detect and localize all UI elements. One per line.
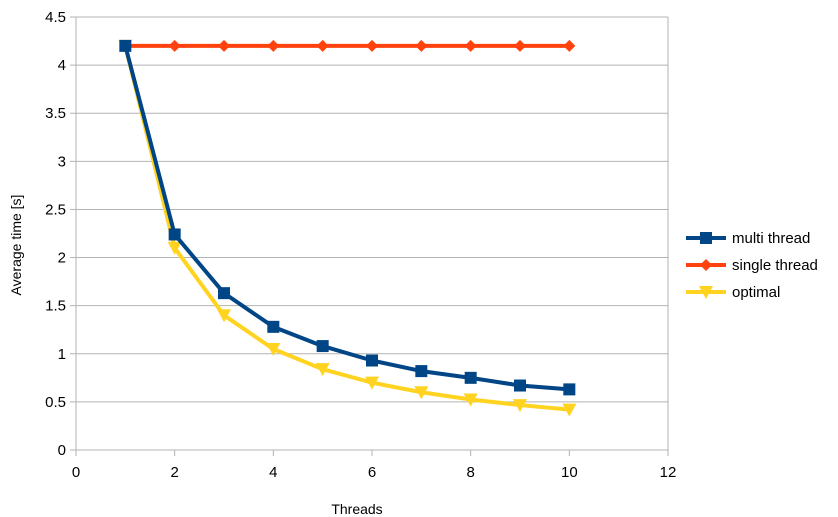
data-point-multi-thread: [168, 228, 181, 241]
legend-marker: [700, 232, 712, 244]
x-tick-label: 4: [269, 464, 277, 481]
data-point-single-thread: [267, 39, 280, 52]
data-point-single-thread: [316, 39, 329, 52]
y-tick-label: 2: [58, 250, 66, 267]
y-tick-label: 3: [58, 153, 66, 170]
y-tick-label: 1.5: [45, 298, 66, 315]
data-point-single-thread: [464, 39, 477, 52]
data-point-optimal: [217, 309, 231, 323]
x-tick-label: 8: [466, 464, 474, 481]
data-point-optimal: [266, 342, 281, 356]
series-multi-thread: [119, 39, 576, 396]
legend-label: single thread: [732, 257, 818, 274]
data-point-single-thread: [366, 39, 378, 52]
series-line-optimal: [123, 45, 570, 412]
data-point-single-thread: [218, 39, 230, 52]
x-tick-labels: 0 2 4 6 8 10 12: [72, 464, 677, 481]
y-axis-title: Average time [s]: [8, 195, 24, 296]
data-point-optimal: [315, 363, 330, 377]
legend-item-multi-thread: multi thread: [686, 230, 810, 247]
y-tick-label: 0: [58, 442, 66, 459]
data-point-optimal: [365, 376, 379, 390]
data-point-multi-thread: [563, 383, 576, 396]
data-point-multi-thread: [316, 340, 329, 353]
data-point-single-thread: [168, 39, 181, 52]
y-tick-labels: 0 0.5 1 1.5 2 2.5 3 3.5 4 4.5: [45, 9, 66, 459]
axes: [70, 16, 669, 456]
series-group: [118, 39, 577, 417]
x-tick-label: 12: [660, 464, 677, 481]
x-tick-label: 0: [72, 464, 80, 481]
y-tick-label: 1: [58, 346, 66, 363]
y-tick-label: 2.5: [45, 201, 66, 218]
series-single-thread: [119, 39, 576, 52]
y-tick-label: 3.5: [45, 105, 66, 122]
x-axis-title: Threads: [331, 501, 382, 517]
legend-label: multi thread: [732, 230, 810, 247]
data-point-single-thread: [514, 39, 526, 52]
y-tick-label: 4.5: [45, 9, 66, 26]
data-point-multi-thread: [218, 287, 230, 300]
legend-marker: [700, 259, 712, 271]
series-optimal: [118, 39, 577, 417]
data-point-optimal: [463, 393, 478, 407]
data-point-single-thread: [415, 39, 428, 52]
x-tick-label: 2: [170, 464, 178, 481]
legend: multi thread single thread optimal: [686, 230, 818, 301]
data-point-optimal: [167, 241, 182, 255]
data-point-multi-thread: [267, 320, 280, 333]
series-line-multi-thread: [123, 45, 570, 392]
x-tick-label: 6: [368, 464, 376, 481]
data-point-multi-thread: [119, 39, 132, 52]
data-point-optimal: [562, 403, 577, 417]
x-tick-label: 10: [561, 464, 578, 481]
data-point-optimal: [513, 399, 527, 413]
legend-label: optimal: [732, 284, 780, 301]
y-tick-label: 0.5: [45, 394, 66, 411]
data-point-multi-thread: [366, 354, 378, 367]
legend-item-single-thread: single thread: [686, 257, 818, 274]
y-tick-label: 4: [58, 57, 66, 74]
data-point-multi-thread: [415, 365, 428, 378]
legend-item-optimal: optimal: [686, 284, 780, 301]
grid-lines: [76, 16, 668, 451]
legend-marker: [699, 286, 713, 299]
data-point-optimal: [414, 386, 429, 400]
data-point-multi-thread: [514, 379, 526, 392]
data-point-multi-thread: [464, 371, 477, 384]
data-point-single-thread: [563, 39, 576, 52]
